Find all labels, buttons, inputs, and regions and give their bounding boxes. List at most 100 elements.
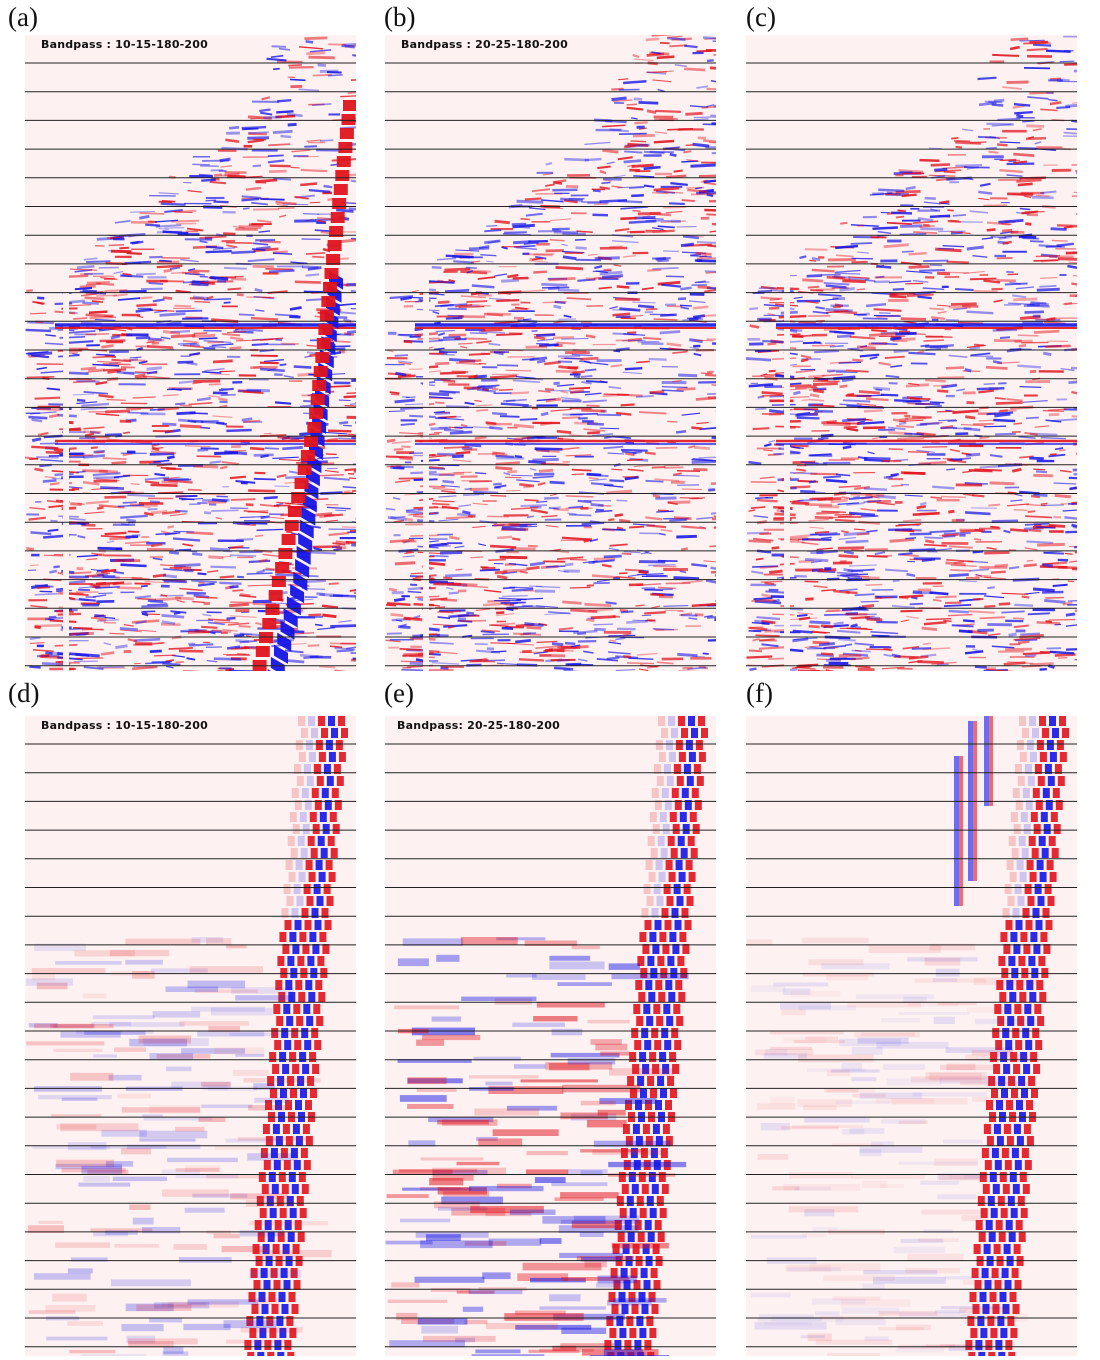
seismic-wiggle bbox=[405, 508, 424, 512]
seismic-wiggle bbox=[550, 408, 572, 412]
seismic-wiggle bbox=[929, 344, 954, 349]
seismic-wiggle bbox=[528, 239, 548, 243]
seismic-wiggle bbox=[760, 285, 778, 290]
seismic-wiggle bbox=[795, 385, 817, 390]
seismic-wiggle bbox=[942, 245, 965, 248]
seismic-wiggle bbox=[846, 427, 859, 432]
seismic-wiggle bbox=[986, 411, 1014, 416]
seismic-wiggle bbox=[899, 419, 924, 422]
seismic-wiggle bbox=[82, 481, 100, 486]
seismic-wiggle bbox=[548, 277, 576, 282]
seismic-wiggle bbox=[602, 124, 626, 128]
seismic-wiggle bbox=[324, 469, 339, 473]
ground-roll-mark bbox=[267, 1232, 275, 1242]
seismic-wiggle bbox=[669, 44, 688, 48]
seismic-wiggle bbox=[344, 468, 356, 472]
seismic-wiggle bbox=[986, 228, 996, 232]
seismic-wiggle bbox=[1056, 242, 1075, 247]
seismic-wiggle bbox=[425, 392, 450, 397]
seismic-wiggle bbox=[206, 659, 218, 663]
seismic-wiggle bbox=[36, 586, 51, 590]
seismic-wiggle bbox=[81, 402, 109, 407]
ground-roll-mark bbox=[689, 812, 697, 822]
seismic-wiggle bbox=[544, 496, 559, 500]
seismic-wiggle bbox=[849, 335, 876, 340]
seismic-wiggle bbox=[702, 314, 716, 317]
seismic-wiggle bbox=[272, 456, 299, 459]
seismic-wiggle bbox=[891, 484, 904, 487]
seismic-wiggle bbox=[840, 221, 848, 225]
seismic-wiggle bbox=[1024, 654, 1037, 657]
seismic-wiggle bbox=[635, 604, 645, 607]
seismic-wiggle bbox=[388, 587, 398, 592]
residual-smear bbox=[109, 949, 170, 957]
seismic-wiggle bbox=[489, 426, 503, 431]
seismic-wiggle bbox=[95, 413, 120, 417]
seismic-wiggle bbox=[583, 428, 606, 432]
ground-roll-mark bbox=[322, 824, 330, 834]
seismic-wiggle bbox=[1034, 329, 1060, 334]
seismic-wiggle bbox=[753, 597, 773, 601]
seismic-wiggle bbox=[1011, 467, 1022, 473]
ground-roll-mark bbox=[683, 884, 691, 894]
seismic-wiggle bbox=[1002, 86, 1022, 90]
seismic-wiggle bbox=[438, 300, 450, 304]
seismic-wiggle bbox=[966, 166, 980, 170]
seismic-wiggle bbox=[645, 479, 664, 483]
seismic-wiggle bbox=[1019, 207, 1031, 211]
seismic-wiggle bbox=[643, 150, 665, 155]
seismic-wiggle bbox=[438, 332, 446, 337]
ground-roll-mark bbox=[288, 1292, 296, 1302]
seismic-wiggle bbox=[251, 201, 268, 206]
seismic-wiggle bbox=[1002, 240, 1012, 245]
seismic-wiggle bbox=[170, 334, 196, 339]
seismic-wiggle bbox=[842, 276, 851, 281]
residual-smear bbox=[51, 1114, 102, 1118]
seismic-wiggle bbox=[67, 631, 94, 636]
seismic-wiggle bbox=[660, 313, 677, 317]
seismic-wiggle bbox=[916, 504, 927, 510]
seismic-wiggle bbox=[252, 248, 266, 251]
seismic-wiggle bbox=[147, 344, 173, 350]
ground-roll-mark bbox=[297, 1232, 305, 1242]
ground-roll-mark bbox=[269, 1208, 277, 1218]
ground-roll-mark bbox=[254, 1340, 262, 1350]
seismic-wiggle bbox=[1075, 213, 1077, 215]
ground-roll-mark bbox=[664, 1040, 672, 1050]
residual-smear bbox=[166, 1066, 192, 1072]
seismic-wiggle bbox=[635, 394, 654, 398]
ground-roll-mark bbox=[662, 824, 670, 834]
seismic-wiggle bbox=[912, 292, 931, 296]
seismic-wiggle bbox=[117, 297, 141, 301]
seismic-wiggle bbox=[1040, 276, 1058, 280]
seismic-wiggle bbox=[1031, 195, 1054, 200]
seismic-wiggle bbox=[1071, 523, 1077, 528]
seismic-wiggle bbox=[549, 239, 565, 242]
seismic-wiggle bbox=[99, 339, 126, 343]
residual-smear bbox=[235, 1053, 265, 1057]
seismic-wiggle bbox=[1033, 468, 1046, 471]
ground-roll-mark bbox=[291, 788, 299, 798]
ground-roll-mark bbox=[667, 1076, 675, 1086]
ground-roll-mark bbox=[284, 1340, 292, 1350]
seismic-wiggle bbox=[563, 669, 580, 671]
ground-roll-mark bbox=[657, 836, 665, 846]
seismic-wiggle bbox=[908, 351, 936, 356]
seismic-wiggle bbox=[439, 609, 466, 612]
seismic-wiggle bbox=[815, 306, 825, 310]
seismic-wiggle bbox=[854, 649, 862, 652]
seismic-wiggle bbox=[652, 493, 661, 499]
seismic-wiggle bbox=[622, 371, 642, 375]
seismic-wiggle bbox=[948, 613, 973, 617]
ground-roll-mark bbox=[316, 776, 324, 786]
seismic-wiggle bbox=[1071, 390, 1077, 395]
seismic-wiggle bbox=[577, 499, 592, 504]
seismic-wiggle bbox=[439, 472, 464, 477]
seismic-wiggle bbox=[929, 401, 945, 404]
seismic-wiggle bbox=[835, 269, 861, 273]
seismic-wiggle bbox=[162, 573, 178, 579]
seismic-wiggle bbox=[191, 579, 217, 584]
ground-roll-mark bbox=[654, 920, 662, 930]
seismic-wiggle bbox=[247, 115, 272, 120]
seismic-wiggle bbox=[1062, 509, 1077, 512]
